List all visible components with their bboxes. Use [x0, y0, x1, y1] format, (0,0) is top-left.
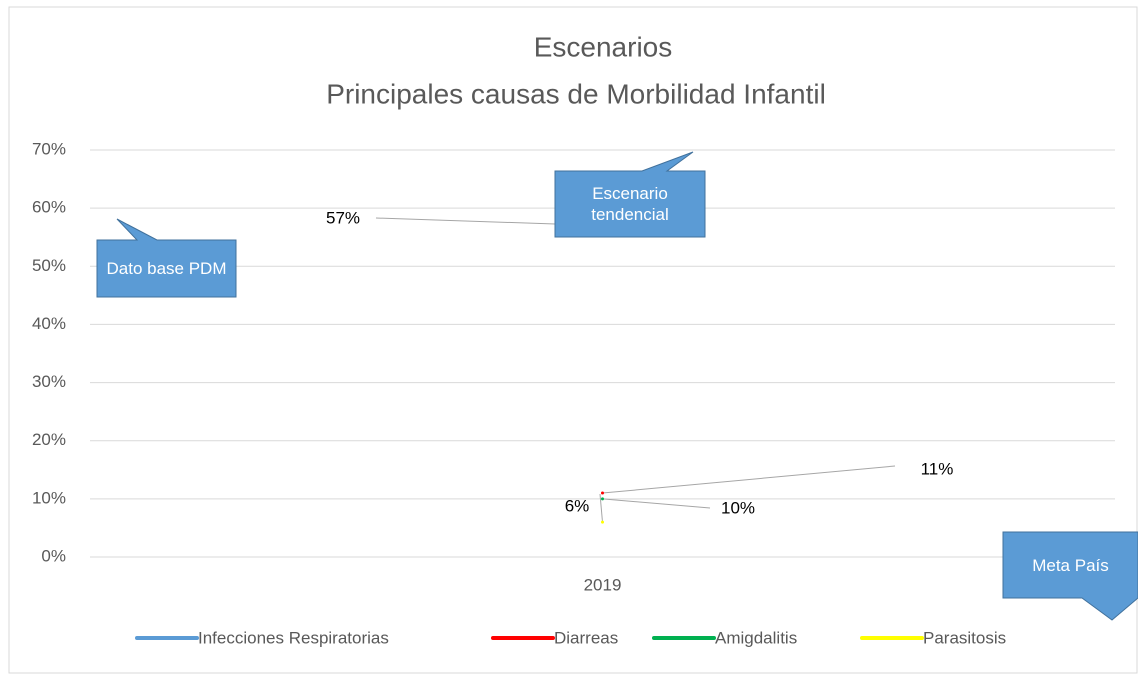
- y-tick-label: 70%: [32, 139, 66, 158]
- data-label: 10%: [721, 498, 755, 517]
- legend-label: Diarreas: [554, 628, 618, 647]
- data-label: 6%: [565, 496, 590, 515]
- callout-shape: [554, 151, 706, 238]
- callout: Dato base PDM: [106, 259, 227, 278]
- legend-label: Infecciones Respiratorias: [198, 628, 389, 647]
- y-tick-label: 0%: [41, 546, 66, 565]
- data-label: 57%: [326, 208, 360, 227]
- legend-label: Amigdalitis: [715, 628, 797, 647]
- x-tick-label: 2019: [584, 575, 622, 594]
- leader-line: [602, 498, 711, 509]
- data-point: [601, 497, 604, 501]
- chart-subtitle: Principales causas de Morbilidad Infanti…: [326, 78, 826, 109]
- leader-line: [602, 465, 896, 494]
- y-tick-label: 10%: [32, 488, 66, 507]
- y-tick-label: 20%: [32, 430, 66, 449]
- callout: Escenario tendencial: [591, 184, 669, 224]
- leader-line: [599, 493, 603, 523]
- callout: Meta País: [1032, 555, 1109, 575]
- callout-shape: [1002, 531, 1138, 621]
- chart-title: Escenarios: [534, 31, 673, 62]
- callout-shapes: [96, 151, 1138, 621]
- y-tick-label: 50%: [32, 256, 66, 275]
- data-point: [601, 491, 604, 495]
- y-tick-label: 60%: [32, 198, 66, 217]
- y-tick-label: 40%: [32, 314, 66, 333]
- y-tick-label: 30%: [32, 372, 66, 391]
- callout-shape: [96, 218, 237, 298]
- legend-label: Parasitosis: [923, 628, 1006, 647]
- data-point: [601, 520, 604, 524]
- chart-border: [8, 6, 1138, 674]
- data-label: 11%: [921, 459, 954, 478]
